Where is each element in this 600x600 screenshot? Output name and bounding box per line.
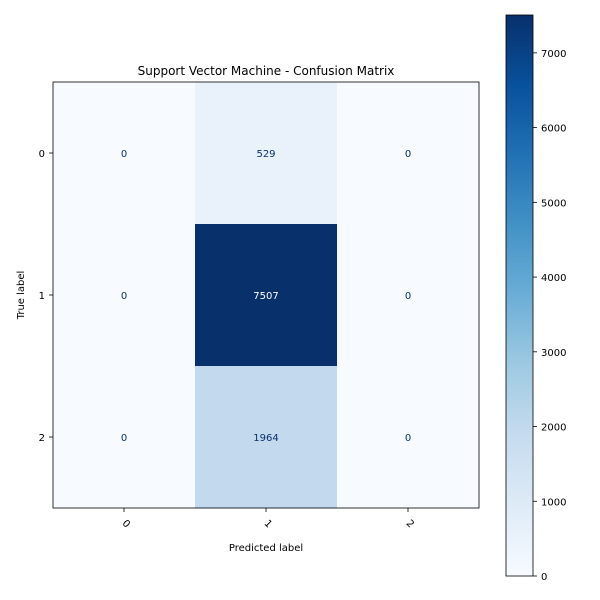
y-axis-label: True label (16, 271, 27, 321)
y-tick-label: 0 (39, 149, 45, 160)
cell-value-label: 0 (405, 149, 411, 160)
y-tick-label: 2 (39, 433, 45, 444)
colorbar-tick-label: 0 (541, 572, 547, 583)
x-axis-label: Predicted label (229, 543, 303, 554)
cell-value-label: 0 (405, 291, 411, 302)
colorbar (505, 14, 534, 577)
cell-value-label: 1964 (253, 433, 278, 444)
heatmap-cell (195, 82, 338, 225)
heatmap-cell (195, 366, 338, 509)
x-tick-label: 1 (262, 518, 274, 530)
heatmap-cell (337, 82, 480, 225)
colorbar-tick-label: 6000 (541, 124, 566, 135)
heatmap-cell (53, 224, 196, 367)
x-tick-label: 2 (404, 518, 416, 530)
colorbar-tick-label: 3000 (541, 348, 566, 359)
heatmap-cell-labels: 0 529 0 0 7507 0 0 1964 0 (121, 149, 411, 444)
cell-value-label: 0 (121, 149, 127, 160)
colorbar-tick-label: 5000 (541, 198, 566, 209)
cell-value-label: 0 (121, 291, 127, 302)
x-tick-label: 0 (120, 518, 132, 530)
heatmap-cell (53, 366, 196, 509)
cell-value-label: 529 (256, 149, 275, 160)
heatmap-cell (337, 366, 480, 509)
colorbar-tick-label: 1000 (541, 497, 566, 508)
cell-value-label: 0 (121, 433, 127, 444)
colorbar-tick-label: 7000 (541, 49, 566, 60)
cell-value-label: 7507 (253, 291, 278, 302)
heatmap-cell (53, 82, 196, 225)
heatmap-cell (337, 224, 480, 367)
heatmap-cell (195, 224, 338, 367)
heatmap-cells (53, 82, 480, 509)
chart-title: Support Vector Machine - Confusion Matri… (138, 64, 395, 78)
cell-value-label: 0 (405, 433, 411, 444)
colorbar-tick-label: 2000 (541, 423, 566, 434)
x-axis-ticks: 0 1 2 (120, 508, 416, 530)
colorbar-ticks: 0 1000 2000 3000 4000 5000 6000 7000 (533, 49, 566, 583)
colorbar-tick-label: 4000 (541, 273, 566, 284)
y-axis-ticks: 0 1 2 (39, 149, 53, 444)
y-tick-label: 1 (39, 291, 45, 302)
